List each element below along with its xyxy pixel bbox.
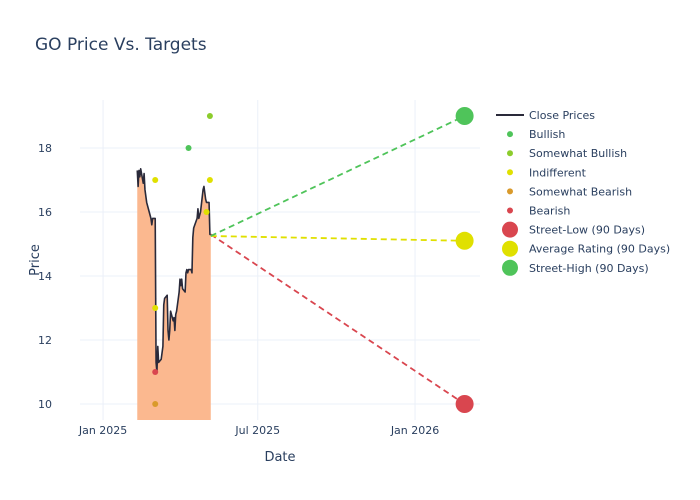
chart-title: GO Price Vs. Targets <box>35 35 207 55</box>
x-tick-label: Jul 2025 <box>234 424 280 437</box>
legend-item: Indifferent <box>507 166 587 179</box>
rating-point <box>152 369 159 375</box>
legend-dot-swatch <box>507 131 513 138</box>
rating-point <box>206 113 213 119</box>
legend-label: Close Prices <box>529 109 595 122</box>
legend-dot-swatch <box>507 150 513 157</box>
target-dashed-line <box>210 115 466 237</box>
legend-item: Bearish <box>507 205 570 218</box>
legend-marker-swatch <box>502 221 518 238</box>
legend-item: Bullish <box>507 128 565 141</box>
legend-dot-swatch <box>507 169 513 176</box>
legend-label: Average Rating (90 Days) <box>529 243 670 256</box>
x-axis-title: Date <box>264 450 295 465</box>
target-marker <box>455 395 474 413</box>
legend-label: Somewhat Bearish <box>529 185 632 198</box>
rating-point <box>185 145 192 151</box>
rating-point <box>206 177 213 183</box>
legend-item: Street-Low (90 Days) <box>502 221 645 238</box>
y-axis-ticks: 10 12 14 16 18 <box>38 142 52 411</box>
rating-point <box>152 401 159 407</box>
target-marker <box>455 231 474 250</box>
legend-label: Street-High (90 Days) <box>529 262 649 275</box>
rating-point <box>152 305 159 311</box>
x-tick-label: Jan 2025 <box>78 424 127 437</box>
target-dashed-line <box>210 233 466 405</box>
y-tick-label: 16 <box>38 206 52 219</box>
legend-dot-swatch <box>507 188 513 195</box>
legend-marker-swatch <box>502 259 518 276</box>
close-price-series <box>136 168 211 373</box>
legend-marker-swatch <box>502 240 518 257</box>
target-lines <box>210 115 466 405</box>
legend-label: Indifferent <box>529 166 587 179</box>
legend-label: Somewhat Bullish <box>529 147 627 160</box>
close-price-line <box>136 168 211 373</box>
y-tick-label: 14 <box>38 270 52 283</box>
y-axis-title: Price <box>28 244 43 276</box>
rating-point <box>152 177 159 183</box>
y-tick-label: 12 <box>38 334 52 347</box>
target-markers <box>455 107 474 413</box>
legend-item: Somewhat Bearish <box>507 185 632 198</box>
legend-item: Somewhat Bullish <box>507 147 627 160</box>
rating-point <box>203 209 210 215</box>
legend-item: Street-High (90 Days) <box>502 259 649 276</box>
target-marker <box>455 107 474 125</box>
y-tick-label: 10 <box>38 398 52 411</box>
x-axis-ticks: Jan 2025 Jul 2025 Jan 2026 <box>78 424 439 437</box>
legend: Close Prices Bullish Somewhat Bullish Indif… <box>496 109 670 276</box>
analyst-rating-points <box>152 113 213 407</box>
legend-label: Bullish <box>529 128 565 141</box>
y-tick-label: 18 <box>38 142 52 155</box>
x-tick-label: Jan 2026 <box>390 424 439 437</box>
legend-dot-swatch <box>507 207 513 214</box>
legend-label: Street-Low (90 Days) <box>529 224 645 237</box>
legend-item: Close Prices <box>496 109 595 122</box>
legend-label: Bearish <box>529 205 570 218</box>
target-dashed-line <box>210 235 465 242</box>
legend-item: Average Rating (90 Days) <box>502 240 670 257</box>
